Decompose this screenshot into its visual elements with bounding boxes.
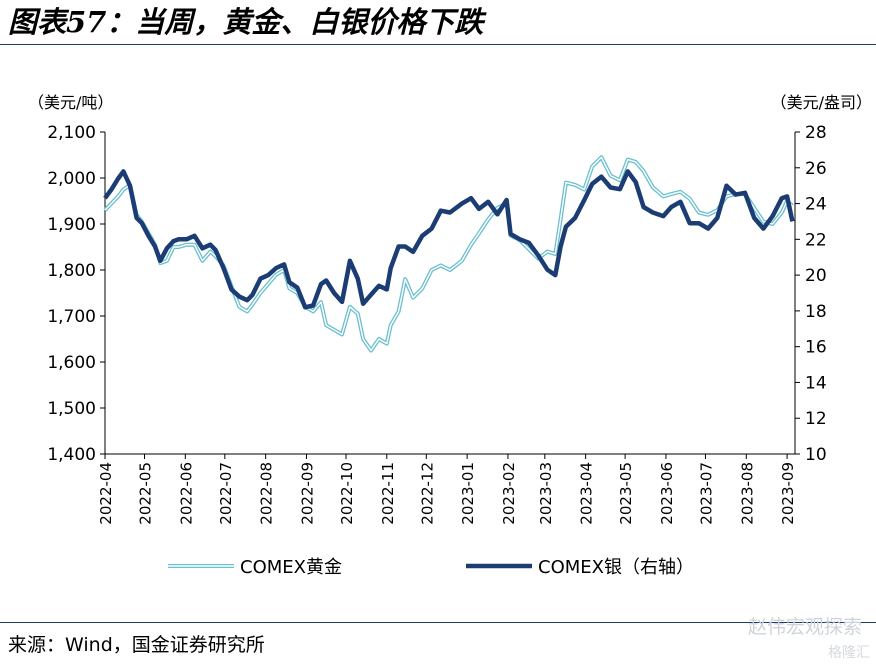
x-tick-label: 2022-06 (177, 462, 195, 525)
x-tick-label: 2023-03 (537, 462, 555, 525)
x-tick-label: 2023-06 (658, 462, 676, 525)
right-tick-label: 10 (805, 445, 827, 465)
x-tick-label: 2023-05 (617, 462, 635, 525)
x-tick-label: 2022-11 (379, 462, 397, 525)
right-tick-label: 28 (805, 123, 827, 143)
right-tick-label: 14 (805, 373, 827, 393)
x-tick-label: 2022-08 (258, 462, 276, 525)
right-tick-label: 12 (805, 409, 827, 429)
x-tick-label: 2022-07 (217, 462, 235, 525)
right-axis-unit: （美元/盎司） (771, 93, 872, 112)
x-tick-label: 2023-04 (578, 462, 596, 525)
right-tick-label: 24 (805, 195, 827, 215)
x-tick-label: 2022-05 (137, 462, 155, 525)
x-tick-label: 2022-12 (418, 462, 436, 525)
legend-gold-label: COMEX黄金 (240, 557, 342, 578)
left-tick-label: 2,000 (47, 169, 96, 189)
left-tick-label: 1,700 (47, 307, 96, 327)
right-tick-label: 22 (805, 230, 827, 250)
source-divider (0, 622, 876, 623)
x-tick-label: 2023-07 (697, 462, 715, 525)
left-axis-unit: （美元/吨） (28, 93, 113, 112)
right-tick-label: 26 (805, 159, 827, 179)
right-tick-label: 20 (805, 266, 827, 286)
left-tick-label: 1,800 (47, 261, 96, 281)
left-tick-label: 1,500 (47, 399, 96, 419)
legend-silver-label: COMEX银（右轴） (538, 557, 694, 578)
source-note: 来源：Wind，国金证券研究所 (8, 634, 265, 656)
silver-series-line (103, 169, 795, 310)
x-tick-label: 2023-09 (779, 462, 797, 525)
x-tick-label: 2022-04 (97, 462, 115, 525)
x-tick-label: 2023-01 (459, 462, 477, 525)
x-tick-label: 2023-08 (738, 462, 756, 525)
x-tick-label: 2022-09 (298, 462, 316, 525)
title-divider (0, 44, 876, 45)
left-tick-label: 1,600 (47, 353, 96, 373)
left-tick-label: 2,100 (47, 123, 96, 143)
chart: 1,400 1,500 1,600 1,700 1,800 1,900 2,000 2,100… (28, 93, 872, 578)
gold-series-line-inner (104, 156, 793, 352)
page-title: 图表57：当周，黄金、白银价格下跌 (8, 5, 484, 39)
right-tick-label: 18 (805, 302, 827, 322)
watermark: 赵伟宏观探索 (747, 616, 862, 638)
left-tick-label: 1,400 (47, 445, 96, 465)
x-tick-label: 2022-10 (338, 462, 356, 525)
x-tick-label: 2023-02 (500, 462, 518, 525)
right-tick-label: 16 (805, 338, 827, 358)
watermark-sub: 格隆汇 (828, 645, 870, 661)
left-tick-label: 1,900 (47, 215, 96, 235)
